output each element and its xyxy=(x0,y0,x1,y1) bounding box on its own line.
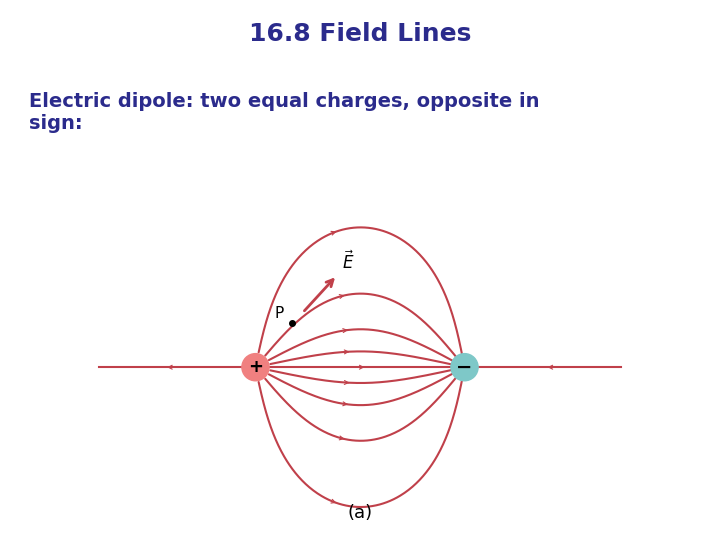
Text: (a): (a) xyxy=(348,504,372,522)
Text: −: − xyxy=(456,357,473,377)
Circle shape xyxy=(242,354,269,381)
Text: Electric dipole: two equal charges, opposite in
sign:: Electric dipole: two equal charges, oppo… xyxy=(29,92,539,133)
Circle shape xyxy=(451,354,478,381)
Text: +: + xyxy=(248,358,263,376)
Text: P: P xyxy=(274,306,284,321)
Text: $\vec{E}$: $\vec{E}$ xyxy=(342,251,355,273)
Text: 16.8 Field Lines: 16.8 Field Lines xyxy=(249,22,471,45)
